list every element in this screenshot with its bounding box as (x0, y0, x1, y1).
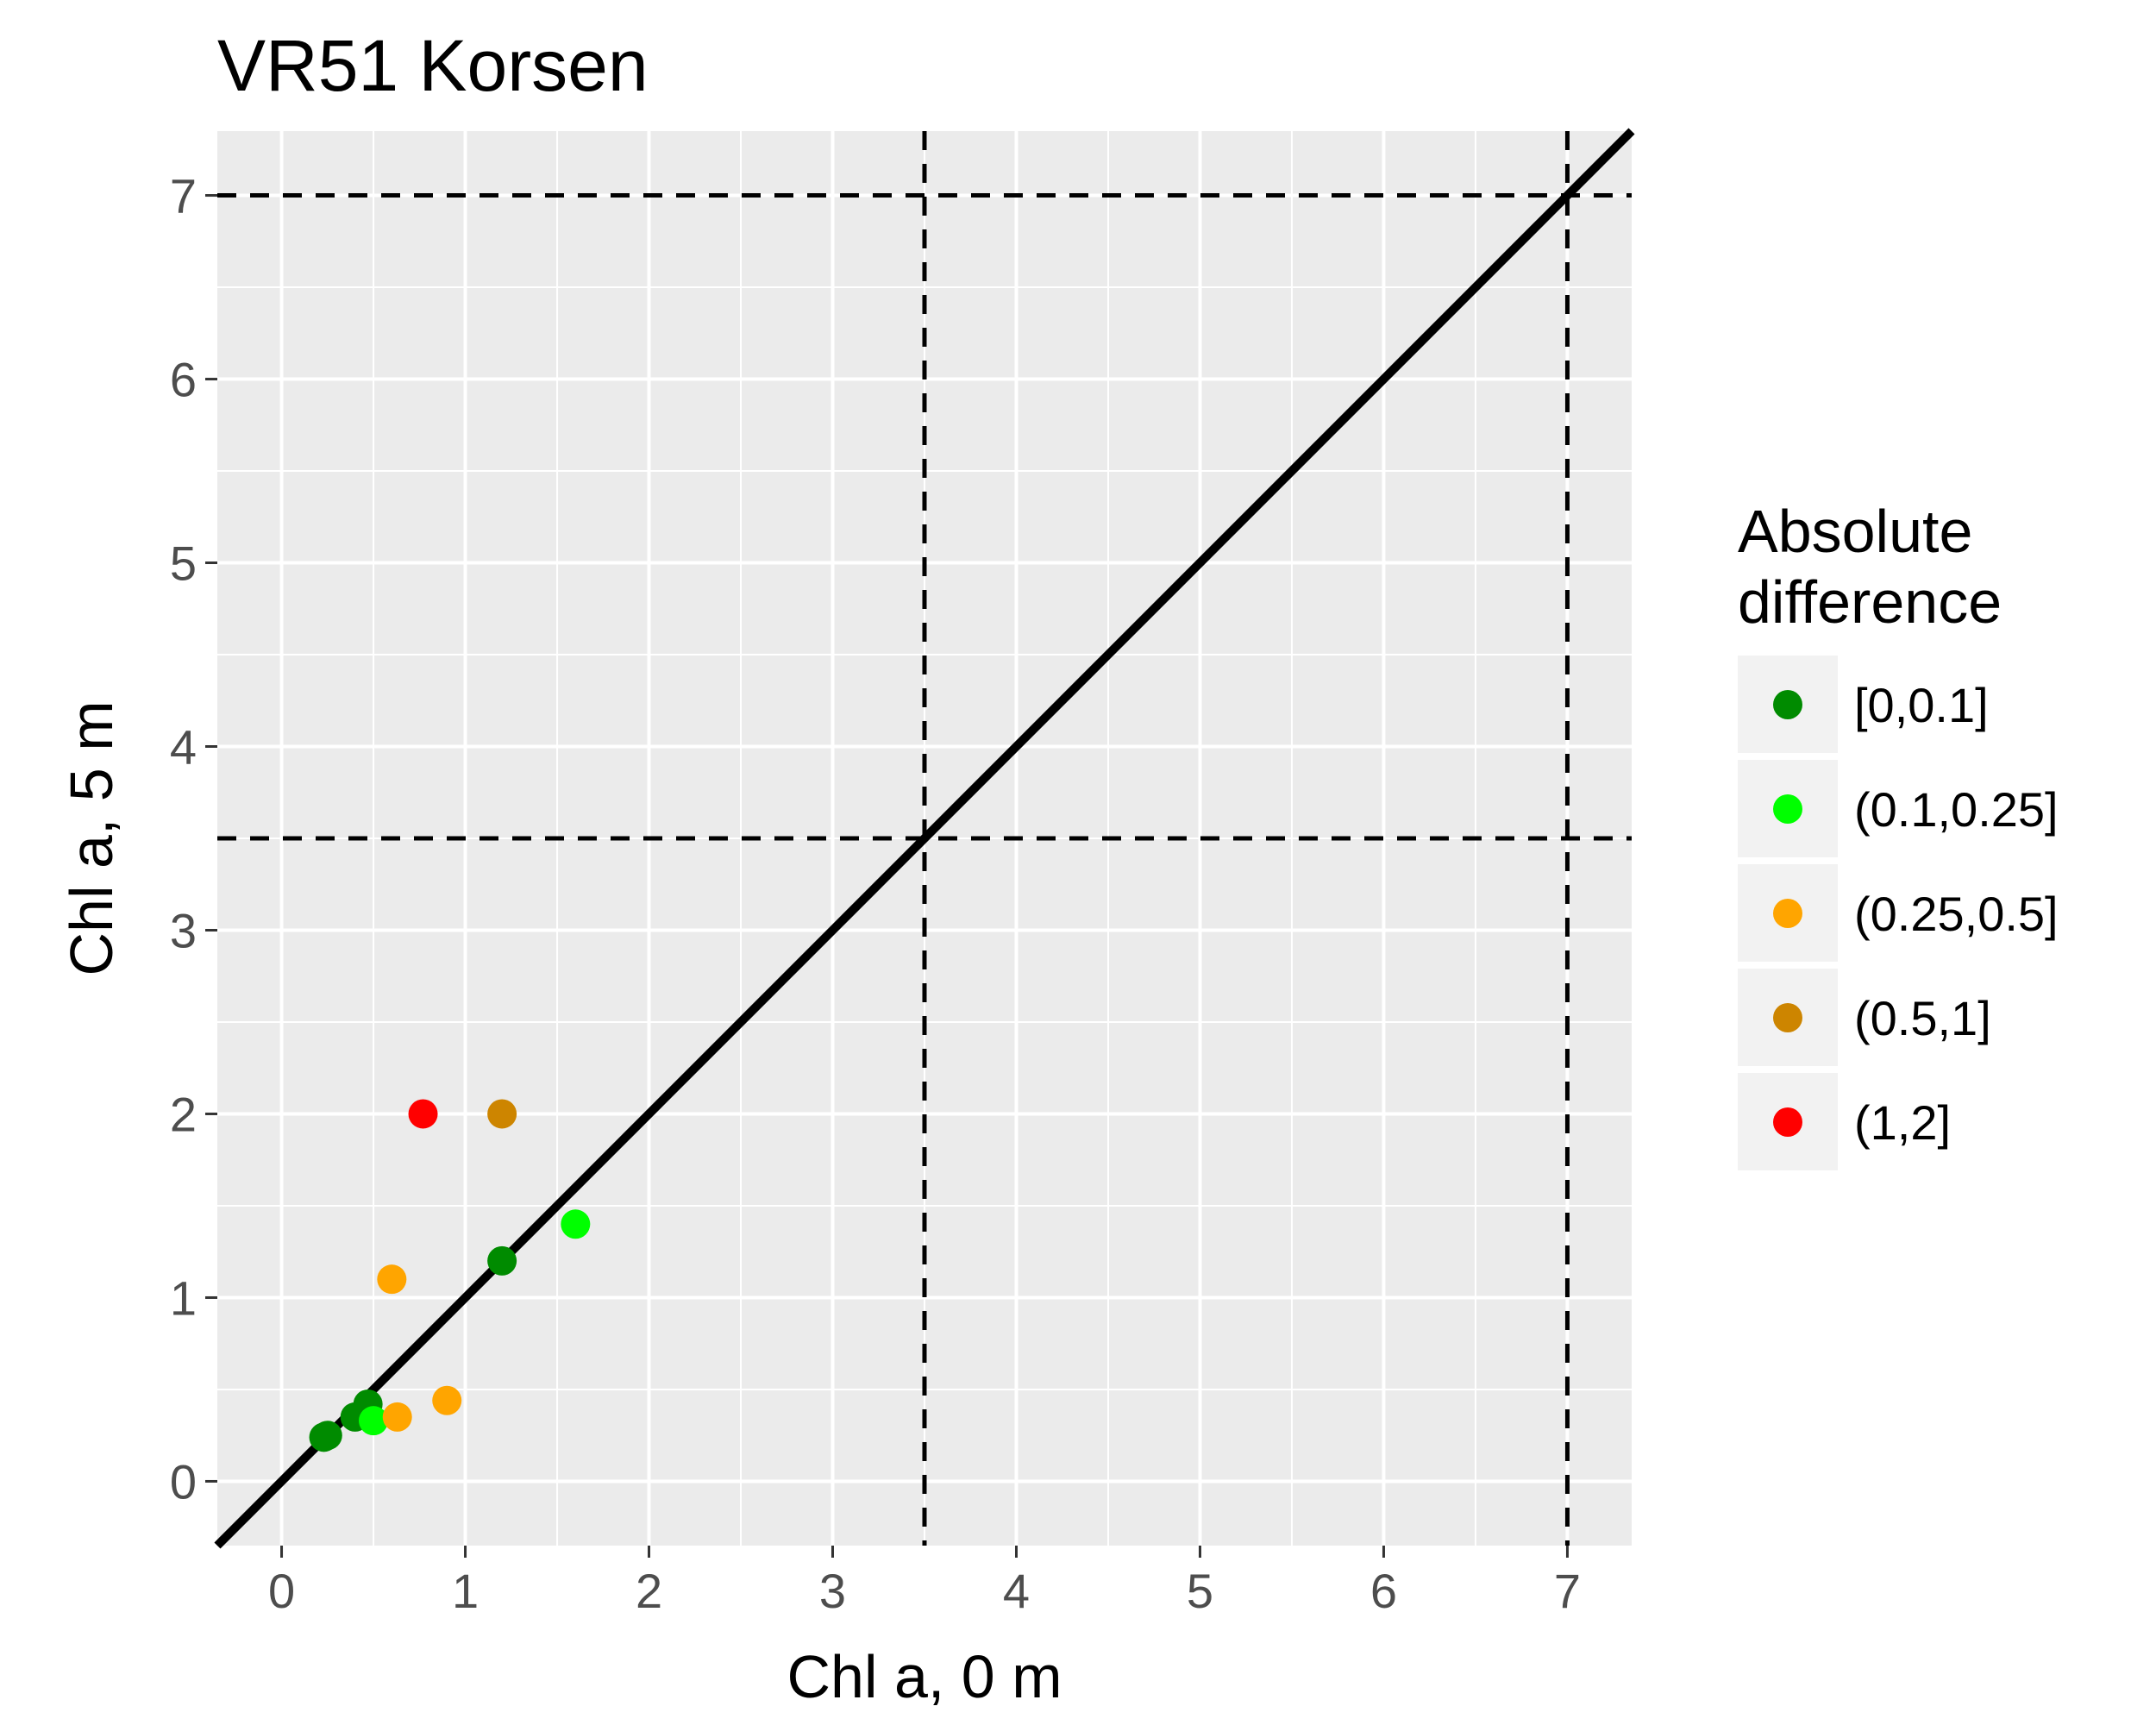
x-tick-label: 5 (1187, 1564, 1213, 1618)
reference-lines (214, 128, 1635, 1549)
legend-swatch (1773, 899, 1802, 928)
y-tick-label: 3 (170, 903, 197, 957)
data-point (432, 1385, 462, 1415)
data-point (377, 1264, 407, 1295)
data-point (487, 1099, 517, 1129)
x-tick-label: 1 (452, 1564, 479, 1618)
data-point (359, 1406, 389, 1436)
y-tick-label: 6 (170, 353, 197, 407)
legend: Absolute difference [0,0.1] (0.1,0.25] (0.… (1738, 498, 2059, 1170)
x-axis: 0 1 2 3 4 5 6 7 (268, 1546, 1581, 1618)
x-tick-label: 0 (268, 1564, 295, 1618)
chart-title: VR51 Korsen (217, 25, 649, 106)
legend-label: (0.5,1] (1854, 991, 1991, 1045)
legend-swatch (1773, 794, 1802, 824)
x-tick-label: 4 (1003, 1564, 1030, 1618)
legend-title-line1: Absolute (1738, 498, 1972, 565)
data-point (312, 1421, 342, 1451)
y-tick-label: 4 (170, 720, 197, 775)
data-point (382, 1402, 412, 1432)
x-tick-label: 7 (1554, 1564, 1581, 1618)
legend-title-line2: difference (1738, 568, 2002, 636)
y-tick-label: 1 (170, 1270, 197, 1325)
data-points (309, 1099, 591, 1452)
data-point (561, 1209, 591, 1239)
y-tick-label: 5 (170, 536, 197, 591)
x-tick-label: 6 (1370, 1564, 1397, 1618)
y-axis: 0 1 2 3 4 5 6 7 (170, 169, 217, 1509)
legend-swatch (1773, 1107, 1802, 1137)
data-point (408, 1099, 438, 1129)
y-axis-title: Chl a, 5 m (58, 701, 125, 976)
legend-label: (0.1,0.25] (1854, 782, 2059, 837)
x-axis-title: Chl a, 0 m (787, 1643, 1062, 1710)
legend-swatch (1773, 690, 1802, 719)
data-point (487, 1245, 517, 1276)
legend-label: (1,2] (1854, 1095, 1951, 1150)
y-tick-label: 0 (170, 1454, 197, 1509)
legend-swatch (1773, 1003, 1802, 1032)
y-tick-label: 2 (170, 1087, 197, 1141)
identity-line (214, 128, 1635, 1549)
x-tick-label: 2 (636, 1564, 662, 1618)
legend-label: [0,0.1] (1854, 678, 1989, 732)
y-tick-label: 7 (170, 169, 197, 223)
x-tick-label: 3 (819, 1564, 846, 1618)
legend-label: (0.25,0.5] (1854, 887, 2059, 941)
